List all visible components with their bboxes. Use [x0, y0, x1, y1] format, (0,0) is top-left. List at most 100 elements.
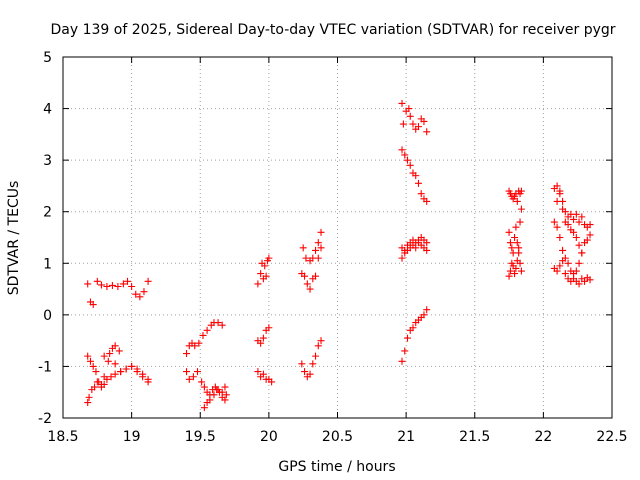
data-point-sat-c — [95, 378, 103, 386]
data-point-sat-y — [572, 234, 580, 241]
data-point-sat-k — [303, 280, 311, 288]
x-tick-label: 20 — [260, 429, 278, 445]
data-point-sat-s — [513, 197, 521, 205]
data-point-sat-a — [128, 282, 136, 290]
x-tick-label: 21 — [397, 429, 415, 445]
data-point-sat-e — [203, 326, 211, 334]
data-point-sat-f — [198, 378, 206, 386]
y-tick-label: 4 — [43, 102, 52, 118]
data-point-sat-r — [398, 357, 406, 365]
data-point-sat-f — [200, 383, 208, 391]
data-point-sat-a — [132, 290, 140, 298]
chart-title: Day 139 of 2025, Sidereal Day-to-day VTE… — [50, 22, 615, 38]
data-point-sat-c — [100, 380, 108, 388]
data-point-sat-a — [144, 277, 152, 285]
data-point-sat-i — [259, 334, 267, 342]
data-point-sat-i — [265, 324, 273, 332]
data-point-sat-t — [506, 239, 514, 247]
data-point-sat-e — [199, 331, 207, 339]
data-point-sat-e — [183, 350, 191, 358]
data-point-sat-c — [86, 357, 94, 365]
data-point-sat-a — [93, 277, 101, 285]
data-point-sat-a — [119, 280, 127, 288]
x-tick-label: 19.5 — [185, 429, 216, 445]
data-point-sat-u — [512, 264, 520, 272]
data-point-sat-e — [191, 342, 199, 350]
data-point-sat-g — [221, 383, 229, 391]
data-point-sat-d — [144, 375, 152, 383]
data-point-sat-o — [417, 190, 425, 198]
data-point-sat-d — [117, 368, 125, 376]
data-point-sat-x — [575, 280, 583, 288]
data-point-sat-g — [206, 391, 214, 399]
data-point-sat-r — [403, 334, 411, 342]
data-point-sat-h — [261, 262, 269, 270]
data-point-sat-y — [564, 221, 572, 229]
data-point-sat-s — [517, 187, 525, 195]
data-point-sat-w — [553, 223, 561, 231]
data-point-sat-q — [398, 254, 406, 262]
data-point-sat-t — [516, 218, 524, 226]
data-point-sat-d — [122, 365, 130, 373]
data-point-sat-g — [200, 404, 208, 412]
data-point-sat-f — [185, 375, 193, 383]
data-point-sat-y — [556, 190, 564, 198]
data-point-sat-o — [403, 156, 411, 164]
data-point-sat-v — [575, 218, 583, 226]
data-point-sat-w — [575, 259, 583, 267]
data-point-sat-n — [423, 128, 431, 136]
data-point-sat-b — [111, 342, 119, 350]
data-point-sat-d — [111, 360, 119, 368]
data-point-sat-k — [317, 244, 325, 252]
data-point-sat-t — [511, 234, 519, 241]
x-tick-label: 20.5 — [322, 429, 353, 445]
data-point-sat-a — [108, 281, 116, 289]
data-point-sat-b — [85, 393, 93, 401]
data-point-sat-t — [517, 205, 525, 213]
data-point-sat-l — [314, 239, 322, 247]
grid — [63, 57, 612, 418]
data-point-sat-u — [515, 249, 523, 257]
data-point-sat-m — [298, 360, 306, 368]
data-point-sat-x — [581, 277, 589, 285]
data-point-sat-y — [575, 241, 583, 249]
data-point-sat-o — [401, 151, 409, 159]
data-point-sat-a — [114, 282, 122, 290]
data-point-sat-k — [301, 272, 309, 280]
x-tick-label: 22 — [534, 429, 552, 445]
data-point-sat-j — [254, 368, 262, 376]
data-point-sat-a — [136, 293, 144, 301]
data-point-sat-t — [513, 239, 521, 247]
data-point-sat-e — [195, 339, 203, 347]
data-point-sat-h — [257, 270, 265, 278]
x-tick-label: 21.5 — [459, 429, 490, 445]
data-point-sat-c — [84, 352, 92, 360]
data-point-sat-r — [409, 324, 417, 332]
data-point-sat-l — [299, 244, 307, 252]
data-point-sat-h — [254, 280, 262, 288]
data-point-sat-n — [398, 99, 406, 107]
data-point-sat-n — [399, 120, 407, 128]
data-point-sat-p — [423, 246, 431, 254]
data-point-sat-m — [317, 337, 325, 345]
data-point-sat-a — [124, 277, 132, 285]
y-tick-label: 5 — [43, 50, 52, 66]
data-point-sat-n — [420, 117, 428, 125]
data-point-sat-r — [401, 347, 409, 355]
data-point-sat-u — [506, 267, 514, 275]
data-point-sat-w — [556, 234, 564, 241]
y-tick-label: 0 — [43, 308, 52, 324]
data-point-sat-f — [221, 396, 229, 404]
data-point-sat-x — [559, 257, 567, 265]
y-tick-label: 2 — [43, 205, 52, 221]
data-point-sat-y — [570, 228, 578, 236]
data-point-sat-y — [578, 249, 586, 257]
data-points — [84, 99, 594, 412]
data-point-sat-c — [111, 370, 119, 378]
data-point-sat-t — [512, 223, 520, 231]
data-point-sat-u — [517, 267, 525, 275]
y-tick-label: -1 — [38, 359, 52, 375]
data-point-sat-q — [412, 244, 420, 252]
data-point-sat-k — [306, 285, 314, 293]
data-point-sat-n — [405, 105, 413, 113]
